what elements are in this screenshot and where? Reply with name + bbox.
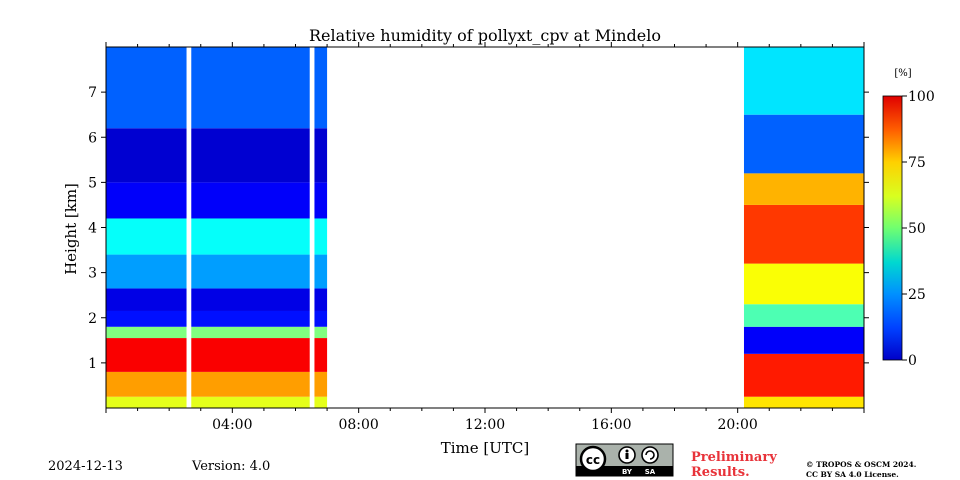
data-gap	[309, 47, 315, 408]
by-label: BY	[622, 468, 633, 476]
colorbar-tick-label: 50	[908, 221, 926, 237]
heatmap-cell	[743, 114, 864, 174]
colorbar-tick-label: 0	[908, 353, 917, 369]
colorbar-tick-label: 100	[908, 89, 935, 105]
preliminary-results-line2: Results.	[691, 465, 750, 480]
heatmap-cell	[106, 371, 328, 397]
heatmap-cell	[743, 353, 864, 397]
preliminary-results-line1: Preliminary	[691, 450, 777, 465]
x-axis-label: Time [UTC]	[441, 439, 530, 457]
y-tick-label: 2	[88, 311, 97, 327]
heatmap-cell	[743, 326, 864, 354]
heatmap-cell	[106, 326, 328, 339]
colorbar-unit: [%]	[894, 68, 911, 79]
heatmap-cell	[106, 310, 328, 327]
heatmap-cell	[106, 47, 328, 129]
heatmap-cell	[743, 263, 864, 305]
sa-label: SA	[645, 468, 656, 476]
copyright-line2: CC BY SA 4.0 License.	[806, 470, 899, 479]
heatmap-cells	[106, 47, 864, 408]
heatmap-cell	[106, 338, 328, 372]
x-tick-label: 08:00	[338, 417, 378, 433]
copyright-line1: © TROPOS & OSCM 2024.	[806, 460, 916, 469]
data-gap	[186, 47, 192, 408]
colorbar-ticks: 0 25 50 75 100	[902, 89, 935, 369]
cc-icon-text: cc	[586, 453, 600, 467]
y-tick-label: 3	[88, 266, 97, 282]
heatmap-cell	[743, 304, 864, 327]
heatmap-cell	[106, 254, 328, 289]
y-axis-label: Height [km]	[62, 183, 80, 275]
colorbar	[882, 95, 903, 361]
heatmap-cell	[743, 204, 864, 264]
x-tick-label: 04:00	[212, 417, 252, 433]
heatmap-cell	[106, 182, 328, 219]
y-tick-label: 1	[88, 356, 97, 372]
colorbar-tick-label: 75	[908, 155, 926, 171]
y-tick-label: 5	[88, 175, 97, 191]
y-tick-label: 6	[88, 130, 97, 146]
heatmap-cell	[106, 218, 328, 255]
cc-license-badge: cc BY SA	[575, 443, 674, 477]
heatmap-cell	[743, 396, 864, 408]
cc-icon	[579, 445, 607, 473]
colorbar-tick-label: 25	[908, 287, 926, 303]
chart-title: Relative humidity of pollyxt_cpv at Mind…	[309, 26, 661, 45]
footer-date: 2024-12-13	[48, 459, 123, 474]
share-alike-icon	[641, 446, 659, 464]
y-tick-label: 4	[88, 221, 97, 237]
x-tick-label: 12:00	[465, 417, 505, 433]
heatmap-cell	[106, 288, 328, 311]
x-axis: 04:00 08:00 12:00 16:00 20:00	[105, 42, 865, 433]
heatmap-cell	[106, 128, 328, 183]
heatmap-cell	[106, 396, 328, 408]
footer-version: Version: 4.0	[191, 459, 270, 474]
y-axis: 1 2 3 4 5 6 7	[88, 85, 869, 372]
heatmap-cell	[743, 47, 864, 115]
x-tick-label: 16:00	[591, 417, 631, 433]
heatmap-cell	[743, 173, 864, 205]
y-tick-label: 7	[88, 85, 97, 101]
x-tick-label: 20:00	[717, 417, 757, 433]
